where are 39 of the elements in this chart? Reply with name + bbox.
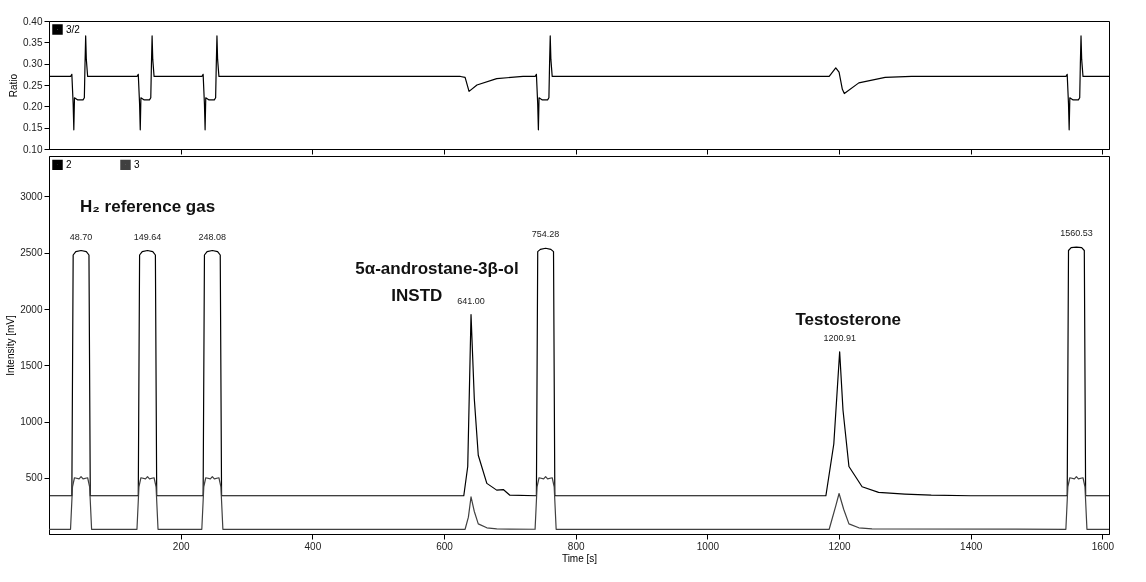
- legend-label: 2: [66, 158, 72, 170]
- x-tick-label: 800: [567, 540, 585, 552]
- annotation: 248.08: [198, 231, 227, 242]
- legend-label: 3: [134, 158, 140, 170]
- y-tick-label: 1500: [20, 359, 43, 371]
- x-tick-label: 200: [172, 540, 190, 552]
- y-tick-label: 0.15: [23, 122, 43, 134]
- legend-label: 3/2: [66, 23, 81, 35]
- annotation: INSTD: [391, 285, 443, 305]
- y-tick-label: 500: [25, 472, 43, 484]
- y-axis-title: Ratio: [8, 73, 20, 98]
- x-axis-title: Time [s]: [561, 552, 598, 564]
- annotation: 754.28: [531, 229, 560, 240]
- x-tick-label: 1600: [1091, 540, 1115, 552]
- y-tick-label: 0.20: [23, 100, 43, 112]
- y-tick-label: 0.10: [23, 143, 43, 155]
- y-tick-label: 0.30: [23, 58, 43, 70]
- x-tick-label: 1200: [828, 540, 852, 552]
- annotation: H₂ reference gas: [80, 197, 216, 217]
- y-tick-label: 0.25: [23, 79, 43, 91]
- y-tick-label: 2000: [20, 303, 43, 315]
- annotation: 1560.53: [1060, 228, 1093, 239]
- annotation: 48.70: [69, 231, 93, 242]
- annotation: 5α-androstane-3β-ol: [355, 259, 519, 279]
- line-series: [49, 476, 1109, 530]
- annotation: Testosterone: [795, 310, 901, 330]
- annotation: 1200.91: [823, 332, 856, 343]
- y-tick-label: 3000: [20, 191, 43, 202]
- annotation: 149.64: [133, 231, 162, 242]
- y-tick-label: 0.40: [23, 15, 43, 27]
- y-tick-label: 0.35: [23, 36, 43, 48]
- x-tick-label: 1000: [696, 540, 720, 552]
- annotation: 641.00: [457, 295, 485, 306]
- x-tick-label: 1400: [960, 540, 983, 552]
- y-axis-title: Intensity [mV]: [5, 314, 17, 376]
- y-tick-label: 1000: [20, 416, 43, 427]
- x-tick-label: 600: [436, 540, 454, 552]
- x-tick-label: 400: [304, 540, 322, 552]
- y-tick-label: 2500: [20, 247, 43, 259]
